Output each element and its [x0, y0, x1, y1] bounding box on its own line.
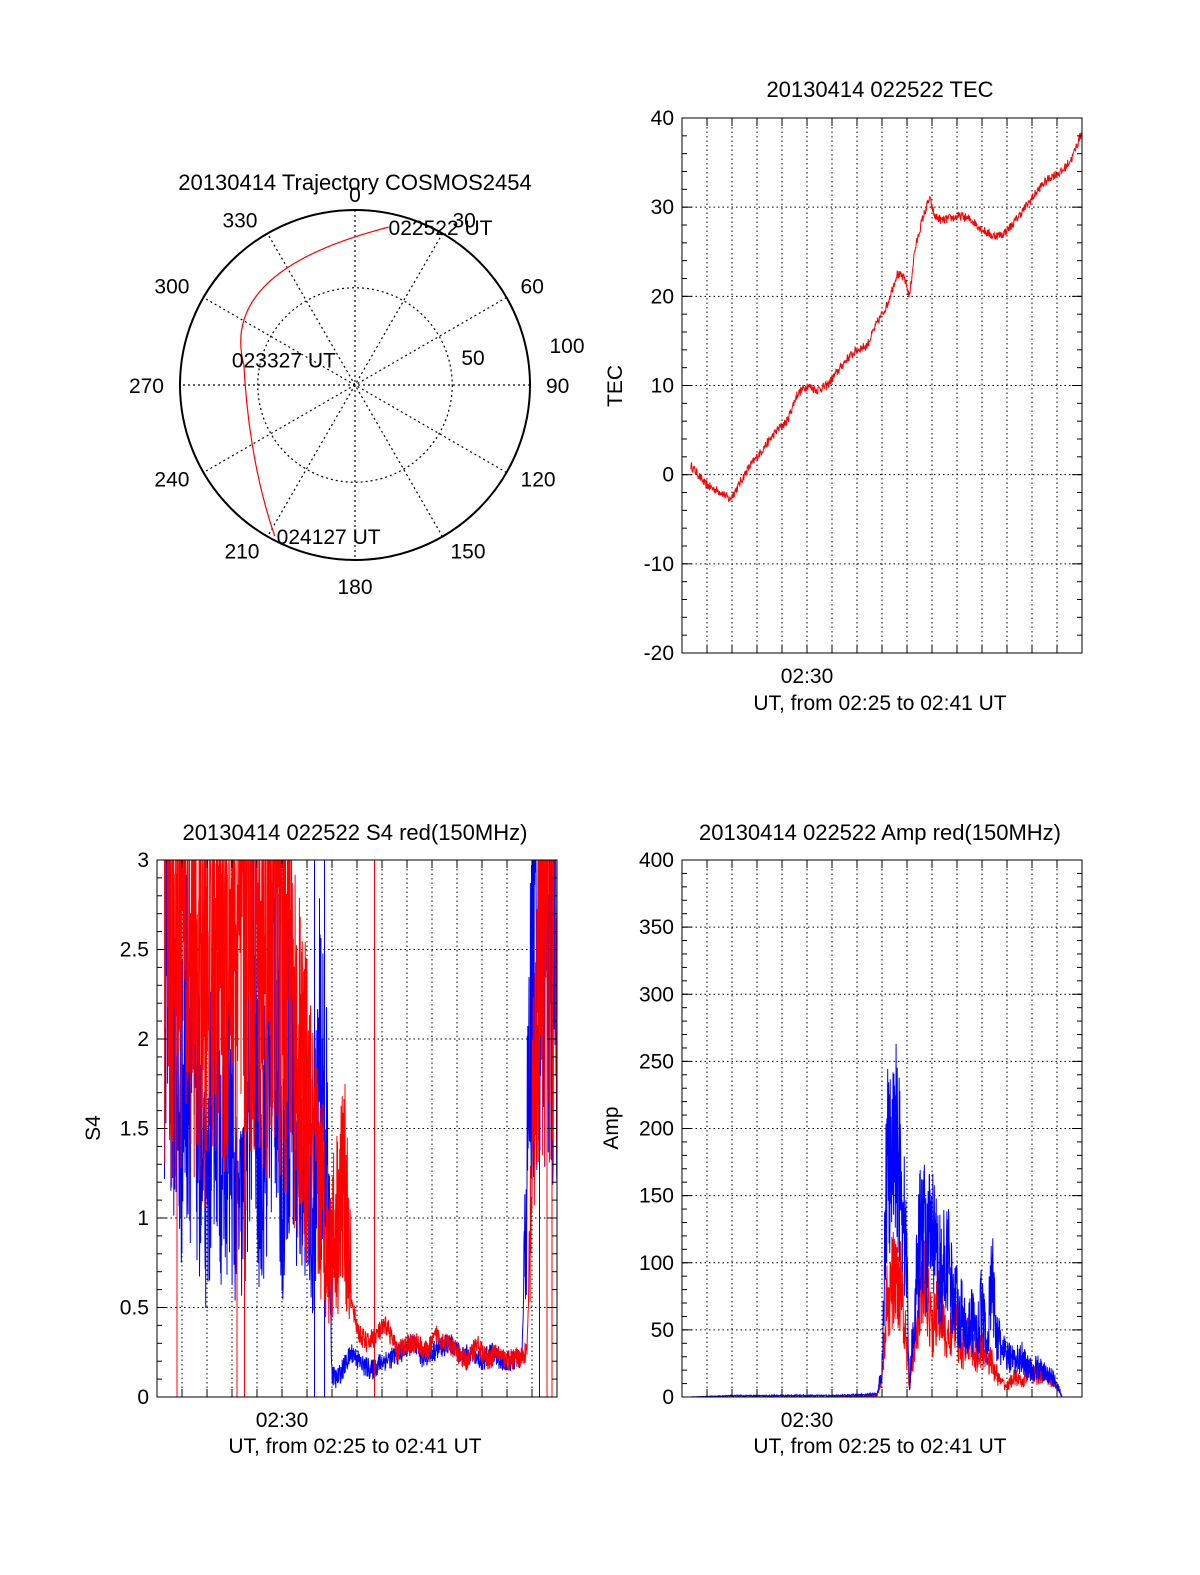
s4-ytick-label: 1.5 [120, 1118, 149, 1141]
amp-ytick-label: 400 [639, 849, 674, 872]
amp-xtick-label: 02:30 [781, 1409, 834, 1432]
polar-angle-label: 0 [349, 184, 361, 207]
polar-angle-label: 330 [222, 209, 257, 232]
amp-ytick-label: 350 [639, 916, 674, 939]
tec-axes: -20 -10 0 10 20 30 40 02:30 [644, 107, 1083, 688]
s4-ytick-label: 2.5 [120, 939, 149, 962]
polar-trajectory-line [240, 226, 389, 537]
tec-series-a-line [690, 132, 1082, 503]
polar-angle-labels: 0 30 60 90 120 150 180 210 240 270 300 330 50 100 [129, 184, 585, 599]
amp-ytick-label: 0 [662, 1386, 674, 1409]
polar-angle-label: 300 [154, 276, 189, 299]
polar-time-label: 024127 UT [277, 526, 381, 549]
polar-angle-label: 60 [521, 276, 544, 299]
amp-ytick-label: 200 [639, 1118, 674, 1141]
tec-chart: 20130414 022522 TEC -20 -10 0 10 20 30 40 02:30… [604, 77, 1083, 715]
s4-grid [157, 860, 557, 1397]
polar-angle-label: 180 [337, 576, 372, 599]
s4-ytick-label: 2 [137, 1028, 149, 1051]
polar-grid [179, 209, 531, 561]
amp-series [689, 1043, 1082, 1397]
polar-angle-label: 270 [129, 375, 164, 398]
s4-ytick-label: 1 [137, 1207, 149, 1230]
tec-title: 20130414 022522 TEC [766, 77, 993, 102]
polar-time-label: 023327 UT [232, 349, 336, 372]
tec-grid [682, 118, 1082, 653]
amp-ytick-label: 100 [639, 1252, 674, 1275]
polar-angle-label: 210 [224, 541, 259, 564]
tec-xtick-label: 02:30 [781, 665, 834, 688]
s4-chart: 20130414 022522 S4 red(150MHz) 0 0.5 1 1.5 2… [82, 820, 558, 1458]
s4-axes: 0 0.5 1 1.5 2 2.5 3 02:30 [120, 849, 558, 1432]
s4-ytick-label: 0 [137, 1386, 149, 1409]
amp-series-a-line [689, 1231, 1082, 1397]
polar-angle-label: 30 [453, 209, 476, 232]
amp-series-b-line [689, 1043, 1082, 1397]
polar-track: 022522 UT 023327 UT 024127 UT [232, 217, 493, 549]
s4-xtick-label: 02:30 [256, 1409, 309, 1432]
s4-xlabel: UT, from 02:25 to 02:41 UT [228, 1435, 481, 1458]
amp-ytick-label: 150 [639, 1185, 674, 1208]
polar-spoke [266, 233, 444, 537]
s4-title: 20130414 022522 S4 red(150MHz) [183, 820, 528, 845]
trajectory-polar-plot: 20130414 Trajectory COSMOS2454 022522 UT… [129, 170, 585, 599]
amp-grid [682, 860, 1082, 1397]
amp-title: 20130414 022522 Amp red(150MHz) [699, 820, 1061, 845]
amp-ytick-label: 250 [639, 1050, 674, 1073]
polar-title: 20130414 Trajectory COSMOS2454 [178, 170, 531, 195]
s4-ytick-label: 0.5 [120, 1297, 149, 1320]
polar-radial-label: 50 [461, 347, 484, 370]
polar-inner-ring [257, 287, 453, 483]
tec-series [690, 132, 1082, 503]
tec-ytick-label: -10 [644, 553, 674, 576]
s4-series-b-line [164, 860, 557, 1371]
amp-axes: 0 50 100 150 200 250 300 350 400 02:30 [639, 849, 1083, 1432]
polar-angle-label: 90 [546, 375, 569, 398]
tec-ytick-label: -20 [644, 642, 674, 665]
tec-ytick-label: 20 [651, 285, 674, 308]
polar-angle-label: 240 [154, 469, 189, 492]
amp-ytick-label: 300 [639, 983, 674, 1006]
tec-ytick-label: 10 [651, 375, 674, 398]
tec-xlabel: UT, from 02:25 to 02:41 UT [753, 692, 1006, 715]
amp-ytick-label: 50 [651, 1319, 674, 1342]
tec-ytick-label: 0 [662, 464, 674, 487]
amp-chart: 20130414 022522 Amp red(150MHz) 0 50 100 15… [600, 820, 1083, 1458]
tec-ytick-label: 40 [651, 107, 674, 130]
polar-angle-label: 150 [451, 541, 486, 564]
s4-ylabel: S4 [82, 1115, 105, 1141]
polar-angle-label: 120 [521, 469, 556, 492]
amp-xlabel: UT, from 02:25 to 02:41 UT [753, 1435, 1006, 1458]
amp-ylabel: Amp [600, 1106, 623, 1149]
tec-ytick-label: 30 [651, 196, 674, 219]
polar-radial-label: 100 [549, 335, 584, 358]
tec-ylabel: TEC [604, 365, 627, 407]
polar-time-label: 022522 UT [389, 217, 493, 240]
s4-ytick-label: 3 [137, 849, 149, 872]
